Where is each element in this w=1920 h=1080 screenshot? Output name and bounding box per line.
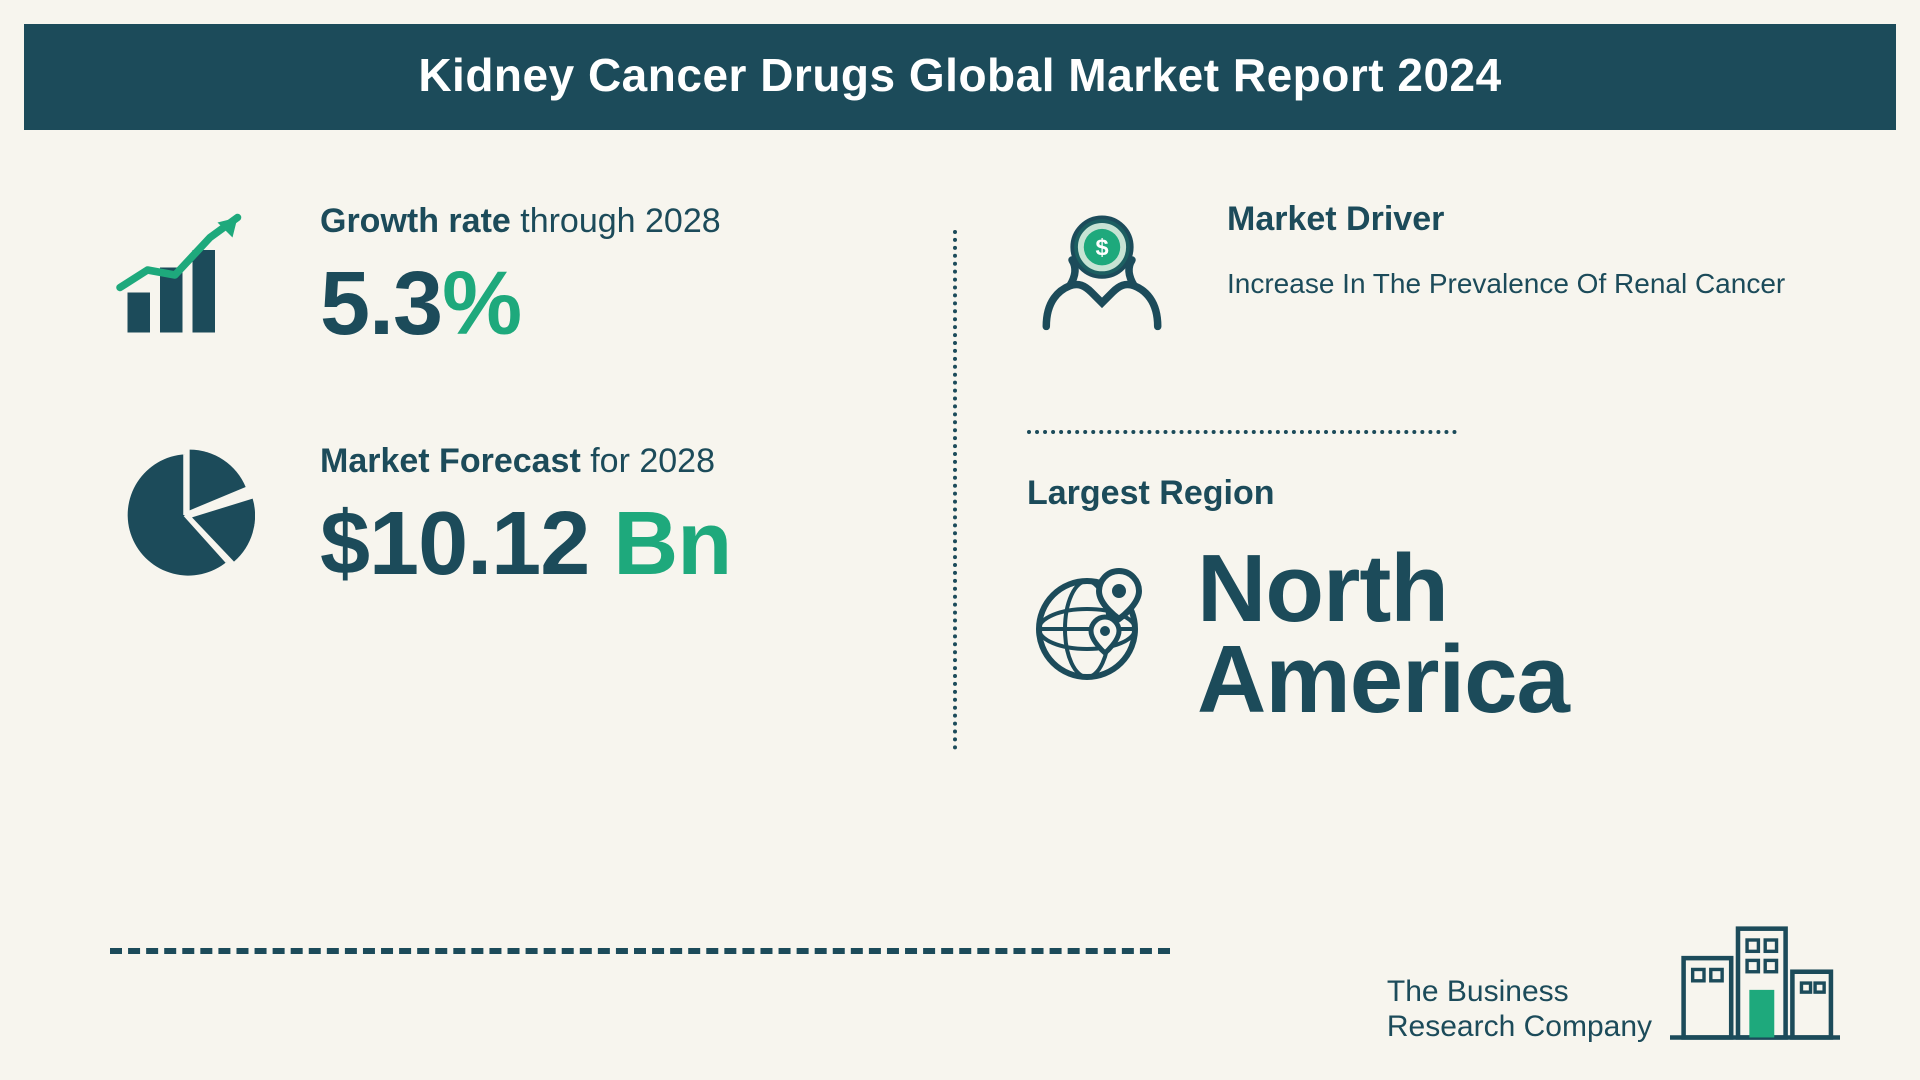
horizontal-separator — [1027, 430, 1457, 434]
forecast-value-main: $10.12 — [320, 494, 589, 594]
region-label: Largest Region — [1027, 474, 1810, 513]
growth-label: Growth rate through 2028 — [320, 202, 893, 241]
growth-value: 5.3% — [320, 259, 893, 349]
globe-pins-icon — [1027, 557, 1157, 687]
content-grid: Growth rate through 2028 5.3% — [0, 130, 1920, 890]
forecast-label: Market Forecast for 2028 — [320, 442, 893, 481]
bottom-dashed-line — [110, 948, 1170, 954]
growth-label-rest: through 2028 — [511, 202, 721, 240]
logo-line2: Research Company — [1387, 1010, 1652, 1045]
forecast-label-rest: for 2028 — [581, 442, 715, 480]
growth-icon — [110, 200, 260, 350]
largest-region-block: Largest Region — [1027, 474, 1810, 725]
growth-label-bold: Growth rate — [320, 202, 511, 240]
forecast-value-accent: Bn — [589, 494, 731, 594]
forecast-label-bold: Market Forecast — [320, 442, 581, 480]
market-driver-block: $ Market Driver Increase In The Prevalen… — [1027, 200, 1810, 350]
left-column: Growth rate through 2028 5.3% — [110, 200, 953, 890]
header-title: Kidney Cancer Drugs Global Market Report… — [24, 24, 1896, 130]
driver-description: Increase In The Prevalence Of Renal Canc… — [1227, 263, 1810, 305]
logo-text: The Business Research Company — [1387, 975, 1652, 1044]
forecast-text: Market Forecast for 2028 $10.12 Bn — [320, 442, 893, 589]
logo-line1: The Business — [1387, 975, 1652, 1010]
driver-text: Market Driver Increase In The Prevalence… — [1227, 200, 1810, 305]
hands-coin-icon: $ — [1027, 200, 1177, 350]
svg-text:$: $ — [1095, 235, 1108, 261]
logo-buildings-icon — [1670, 904, 1840, 1044]
right-column: $ Market Driver Increase In The Prevalen… — [957, 200, 1810, 890]
driver-label: Market Driver — [1227, 200, 1810, 239]
forecast-block: Market Forecast for 2028 $10.12 Bn — [110, 440, 893, 590]
region-value: North America — [1197, 543, 1569, 725]
region-line2: America — [1197, 626, 1569, 733]
company-logo: The Business Research Company — [1387, 904, 1840, 1044]
region-row: North America — [1027, 543, 1810, 725]
pie-chart-icon — [110, 440, 260, 590]
growth-value-accent: % — [442, 254, 521, 354]
forecast-value: $10.12 Bn — [320, 499, 893, 589]
growth-value-main: 5.3 — [320, 254, 442, 354]
growth-text: Growth rate through 2028 5.3% — [320, 202, 893, 349]
growth-rate-block: Growth rate through 2028 5.3% — [110, 200, 893, 350]
